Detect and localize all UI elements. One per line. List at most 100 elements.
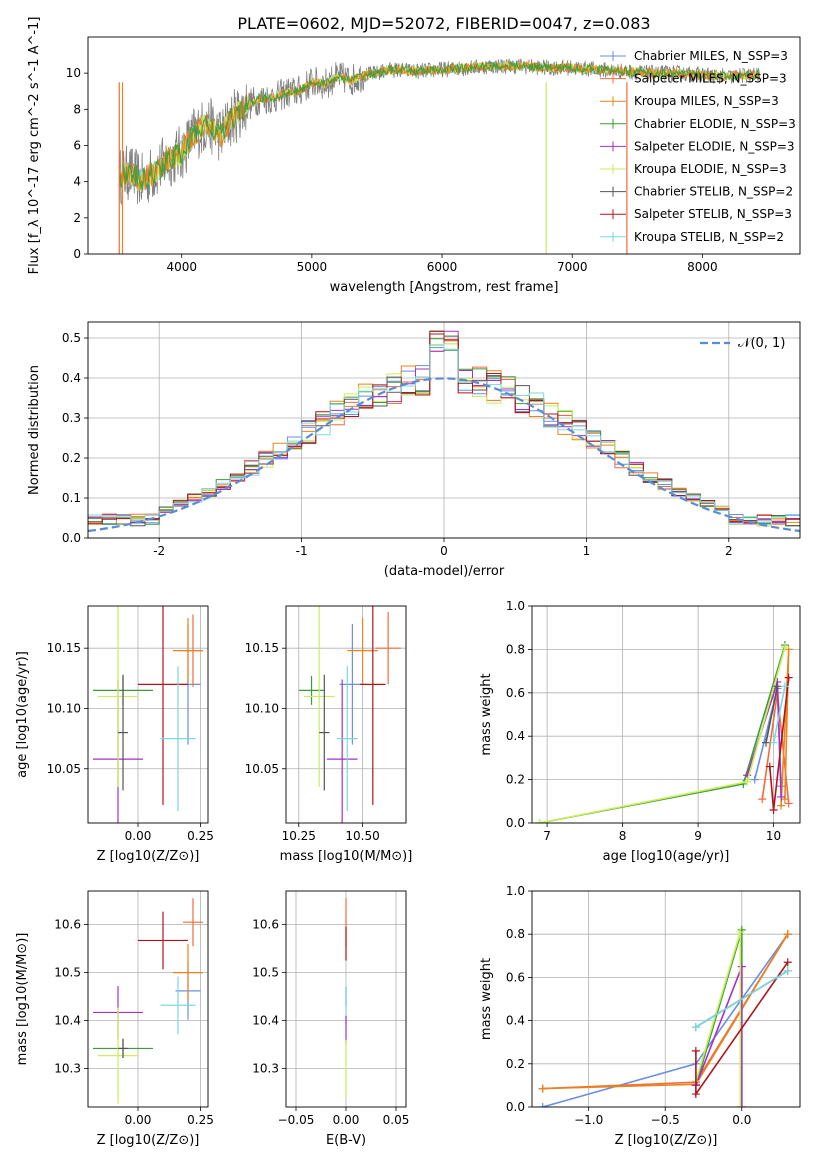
y-axis-label: mass weight	[479, 958, 494, 1040]
y-tick-label: 6	[73, 139, 81, 153]
histogram-salpeter_stelib	[88, 333, 800, 524]
weight-series-chabrier_stelib	[762, 682, 782, 747]
model-spectrum-kroupa_stelib	[118, 59, 761, 191]
x-tick-label: 0.05	[383, 1113, 410, 1127]
x-axis-label: mass [log10(M/M⊙)]	[280, 849, 413, 864]
y-tick-label: 0.4	[62, 371, 81, 385]
weight-marker	[743, 777, 752, 786]
data-point-kroupa_elodie	[303, 606, 335, 787]
weight-line	[695, 970, 789, 1028]
weight-marker	[783, 958, 792, 967]
x-tick-label: 0.25	[187, 829, 214, 843]
model-spectrum-kroupa_miles	[118, 60, 760, 191]
legend-entry: Kroupa MILES, N_SSP=3	[634, 94, 779, 108]
y-tick-label: 0.1	[62, 491, 81, 505]
spectrum-legend: Chabrier MILES, N_SSP=3 Salpeter MILES, N…	[600, 49, 796, 244]
weight-series-kroupa_stelib	[769, 682, 789, 747]
weight-marker	[765, 762, 774, 771]
data-point-salpeter_miles	[375, 612, 401, 685]
data-point-salpeter_stelib	[138, 911, 188, 970]
weight-marker	[691, 1046, 700, 1055]
data-point-kroupa_miles	[173, 943, 203, 1002]
axes-frame	[531, 605, 801, 824]
x-tick-label: 1	[583, 544, 591, 558]
x-tick-label: −1.0	[574, 1113, 603, 1127]
y-tick-label: 10.4	[54, 1014, 81, 1028]
histogram-kroupa_stelib	[88, 344, 800, 525]
y-axis-label: age [log10(age/yr)]	[15, 651, 30, 778]
y-tick-label: 10.05	[47, 762, 81, 776]
axes-frame	[285, 605, 407, 824]
x-tick-label: 0.0	[732, 1113, 751, 1127]
gridlines	[88, 891, 208, 1107]
x-tick-label: −0.5	[651, 1113, 680, 1127]
weight-series-kroupa_stelib	[691, 966, 792, 1032]
weight-marker	[758, 795, 767, 804]
weight-marker	[780, 643, 789, 652]
weight-series-salpeter_stelib	[765, 673, 793, 814]
legend-entry: Salpeter ELODIE, N_SSP=3	[634, 139, 795, 153]
data-point-salpeter_miles	[183, 898, 203, 947]
y-tick-label: 4	[73, 175, 81, 189]
y-tick-label: 10.10	[47, 701, 81, 715]
axes-frame	[285, 890, 407, 1108]
weight-marker	[777, 801, 786, 810]
y-tick-label: 10.15	[245, 641, 279, 655]
plot-area	[88, 330, 800, 533]
data-point-chabrier_stelib	[319, 674, 330, 791]
weight-marker	[773, 682, 782, 691]
weight-marker	[777, 792, 786, 801]
weight-line	[765, 686, 779, 743]
data-point-chabrier_stelib	[118, 674, 128, 791]
y-tick-label: 10.5	[252, 966, 279, 980]
axes-frame	[87, 605, 209, 824]
y-axis-label: Flux [f_λ 10^-17 erg cm^-2 s^-1 A^-1]	[27, 17, 42, 275]
y-tick-label: 10.4	[252, 1014, 279, 1028]
x-tick-label: 2	[725, 544, 733, 558]
x-tick-label: 8000	[687, 260, 718, 274]
x-tick-label: 6000	[427, 260, 458, 274]
x-axis-label: age [log10(age/yr)]	[603, 849, 730, 864]
plot-area	[118, 58, 761, 254]
y-tick-label: 10.15	[47, 641, 81, 655]
data-point-kroupa_elodie	[98, 606, 138, 787]
data-point-chabrier_stelib	[118, 1038, 128, 1059]
weight-marker	[750, 775, 759, 784]
y-tick-label: 10.3	[252, 1062, 279, 1076]
x-axis-label: Z [log10(Z/Z⊙)]	[615, 1133, 718, 1148]
x-tick-label: 0.00	[125, 829, 152, 843]
y-tick-label: 0.4	[506, 1014, 525, 1028]
weight-marker	[535, 819, 544, 823]
weight-marker	[784, 673, 793, 682]
panel-mass_vs_Z: 0.00 0.25 10.3 10.4 10.5 10.6 Z [log10(Z/Z⊙)] m…	[15, 890, 214, 1148]
axes-frame	[87, 36, 801, 255]
y-tick-label: 2	[73, 211, 81, 225]
data-point-chabrier_elodie	[298, 675, 325, 705]
plot-area	[93, 898, 203, 1104]
y-axis-label: mass [log10(M/M⊙)]	[15, 933, 30, 1066]
normal-curve	[88, 377, 800, 533]
x-tick-label: -1	[296, 544, 308, 558]
weight-series-salpeter_stelib	[691, 958, 792, 1099]
x-tick-label: 8	[619, 829, 627, 843]
weight-marker	[783, 966, 792, 975]
axes-frame	[531, 890, 801, 1108]
plot-area	[93, 606, 203, 823]
y-tick-label: 8	[73, 102, 81, 116]
panel-spectrum: 4000 5000 6000 7000 8000 0 2 4 6 8 10 wavelength [A…	[27, 17, 801, 295]
model-spectrum-chabrier_elodie	[118, 60, 760, 190]
y-tick-label: 10.6	[54, 918, 81, 932]
y-tick-label: 0.8	[506, 927, 525, 941]
weight-marker	[737, 962, 746, 971]
x-tick-label: 10	[766, 829, 781, 843]
weight-marker	[784, 799, 793, 808]
y-axis-label: Normed distribution	[27, 365, 42, 495]
figure-title: PLATE=0602, MJD=52072, FIBERID=0047, z=0…	[237, 14, 650, 33]
x-tick-label: 0	[440, 544, 448, 558]
legend-entry: Kroupa STELIB, N_SSP=2	[634, 230, 784, 244]
weight-marker	[691, 1090, 700, 1099]
y-tick-label: 0.0	[506, 816, 525, 830]
y-tick-label: 10.5	[54, 966, 81, 980]
